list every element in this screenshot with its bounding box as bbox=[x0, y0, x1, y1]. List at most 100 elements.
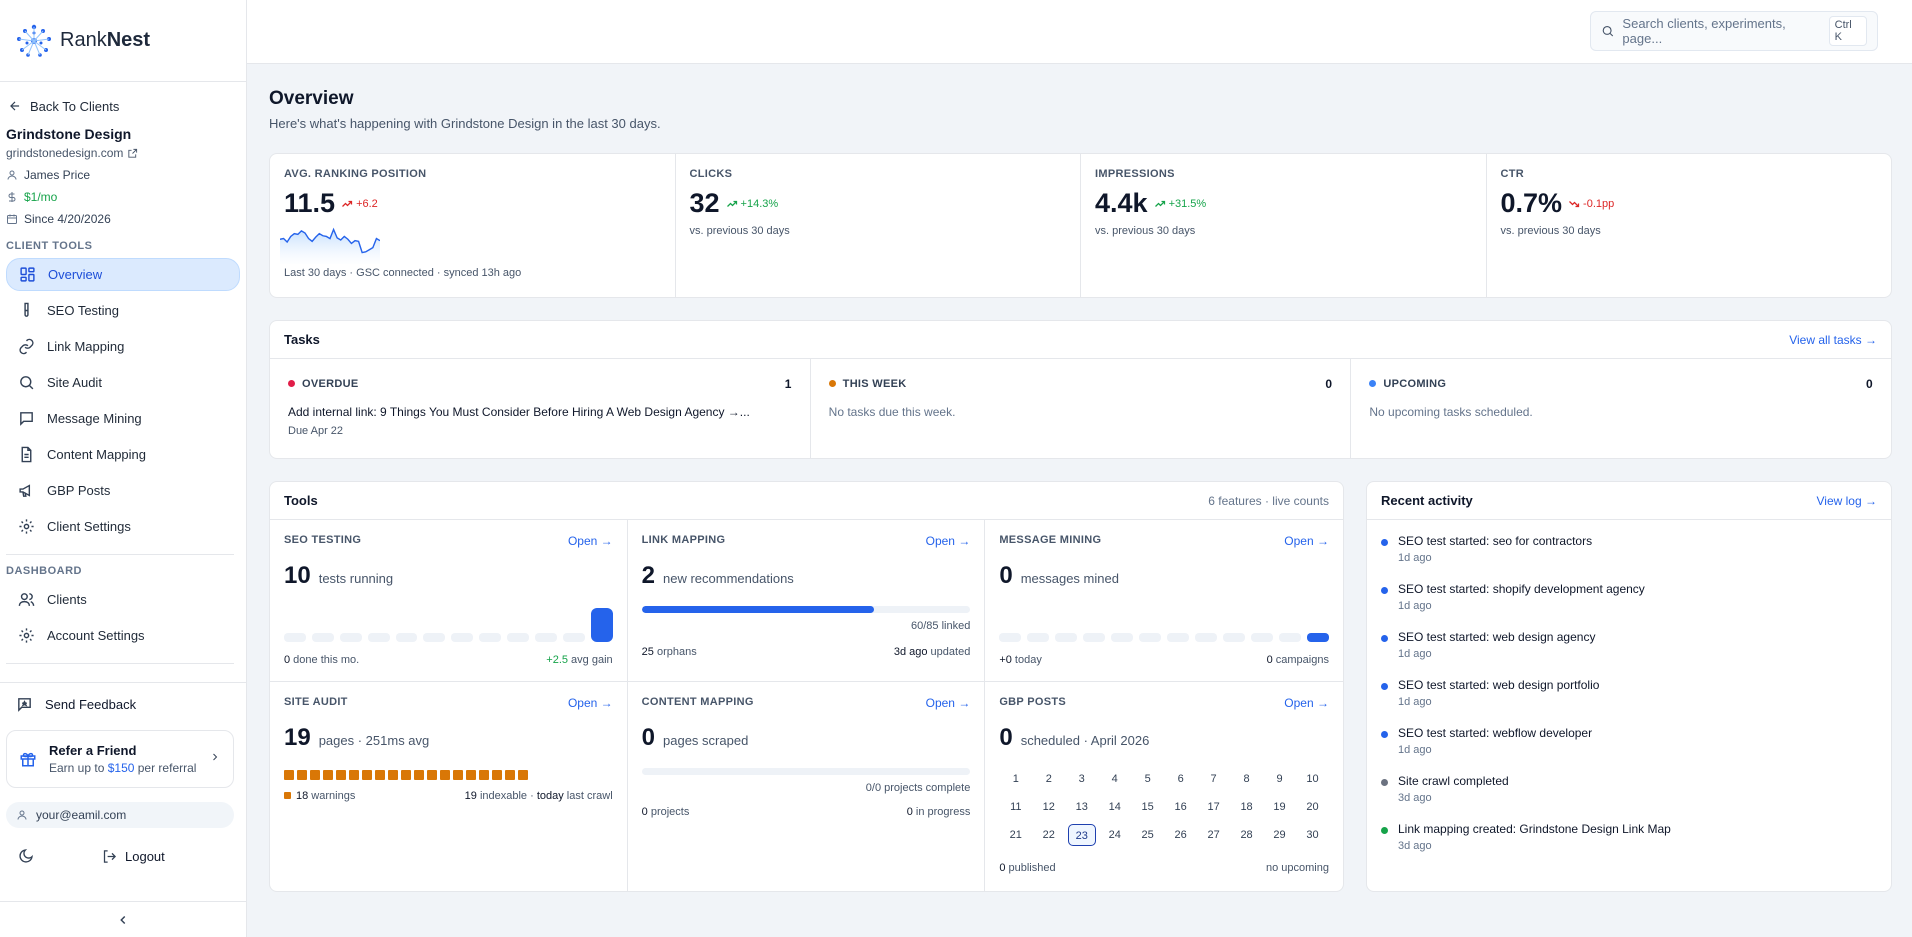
calendar-day[interactable]: 19 bbox=[1273, 801, 1286, 813]
tool-value: 0 bbox=[999, 724, 1013, 751]
nav-overview[interactable]: Overview bbox=[6, 258, 240, 291]
column-count: 0 bbox=[1325, 377, 1333, 391]
calendar-day[interactable]: 23 bbox=[1067, 824, 1096, 846]
activity-item[interactable]: SEO test started: webflow developer 1d ag… bbox=[1381, 726, 1877, 756]
calendar-day[interactable]: 12 bbox=[1042, 801, 1055, 813]
client-name: Grindstone Design bbox=[6, 126, 132, 142]
nav-label: Overview bbox=[48, 267, 103, 282]
page-square bbox=[427, 770, 437, 780]
activity-item[interactable]: SEO test started: web design portfolio 1d… bbox=[1381, 678, 1877, 708]
calendar-day[interactable]: 17 bbox=[1207, 801, 1220, 813]
open-gbp-posts-link[interactable]: Open → bbox=[1284, 696, 1329, 710]
calendar-day[interactable]: 16 bbox=[1174, 801, 1187, 813]
metric-footnote: vs. previous 30 days bbox=[1095, 225, 1196, 237]
calendar-day[interactable]: 15 bbox=[1141, 801, 1154, 813]
calendar-day[interactable]: 25 bbox=[1141, 829, 1154, 841]
view-all-tasks-link[interactable]: View all tasks → bbox=[1789, 332, 1877, 347]
calendar-day[interactable]: 6 bbox=[1177, 773, 1184, 785]
activity-dot bbox=[1381, 587, 1388, 594]
back-to-clients-link[interactable]: Back To Clients bbox=[0, 82, 246, 120]
tool-label: MESSAGE MINING bbox=[999, 534, 1102, 546]
search-input[interactable]: Search clients, experiments, page... Ctr… bbox=[1590, 11, 1878, 51]
open-message-mining-link[interactable]: Open → bbox=[1284, 534, 1329, 548]
activity-item[interactable]: Link mapping created: Grindstone Design … bbox=[1381, 822, 1877, 852]
activity-item[interactable]: SEO test started: web design agency 1d ag… bbox=[1381, 630, 1877, 660]
dollar-icon bbox=[8, 192, 16, 202]
collapse-sidebar-button[interactable] bbox=[0, 901, 246, 937]
logout-button[interactable]: Logout bbox=[102, 849, 165, 864]
calendar-day[interactable]: 2 bbox=[1045, 773, 1052, 785]
open-site-audit-link[interactable]: Open → bbox=[567, 696, 613, 710]
send-feedback-button[interactable]: Send Feedback bbox=[0, 682, 246, 726]
activity-time: 1d ago bbox=[1398, 648, 1432, 660]
activity-title-text: Site crawl completed bbox=[1398, 774, 1509, 788]
page-square bbox=[284, 770, 294, 780]
calendar-day[interactable]: 30 bbox=[1306, 829, 1319, 841]
calendar-day[interactable]: 8 bbox=[1243, 773, 1250, 785]
metric-label: CLICKS bbox=[689, 168, 733, 180]
activity-item[interactable]: SEO test started: seo for contractors 1d … bbox=[1381, 534, 1877, 564]
calendar-day[interactable]: 28 bbox=[1240, 829, 1253, 841]
client-since: Since 4/20/2026 bbox=[6, 212, 240, 226]
page-title: Overview bbox=[269, 88, 354, 109]
activity-item[interactable]: SEO test started: shopify development ag… bbox=[1381, 582, 1877, 612]
nav-account-settings[interactable]: Account Settings bbox=[6, 619, 240, 652]
nav-site-audit[interactable]: Site Audit bbox=[6, 366, 240, 399]
calendar-day[interactable]: 14 bbox=[1108, 801, 1121, 813]
activity-bar bbox=[284, 633, 306, 642]
moon-icon[interactable] bbox=[18, 848, 34, 864]
client-url-link[interactable]: grindstonedesign.com bbox=[6, 146, 240, 160]
nav-label: GBP Posts bbox=[47, 483, 111, 498]
client-url-text: grindstonedesign.com bbox=[6, 146, 124, 160]
calendar-day[interactable]: 11 bbox=[1010, 801, 1022, 813]
calendar-day[interactable]: 27 bbox=[1207, 829, 1220, 841]
calendar-day[interactable]: 22 bbox=[1042, 829, 1055, 841]
calendar-day[interactable]: 1 bbox=[1012, 773, 1019, 785]
calendar-day[interactable]: 10 bbox=[1306, 773, 1319, 785]
calendar-day[interactable]: 3 bbox=[1078, 773, 1085, 785]
gift-icon bbox=[20, 752, 36, 767]
refer-friend-card[interactable]: Refer a Friend Earn up to $150 per refer… bbox=[6, 730, 234, 788]
test-tube-icon bbox=[24, 302, 29, 317]
page-square bbox=[336, 770, 346, 780]
task-item[interactable]: Add internal link: 9 Things You Must Con… bbox=[288, 405, 750, 419]
tool-value: 2 bbox=[641, 562, 656, 589]
account-actions: Logout bbox=[0, 838, 246, 874]
open-seo-testing-link[interactable]: Open → bbox=[567, 534, 613, 548]
nav-message-mining[interactable]: Message Mining bbox=[6, 402, 240, 435]
tool-site-audit: SITE AUDIT Open → 19 pages · 251ms avg 18 … bbox=[270, 682, 628, 892]
page-subtitle: Here's what's happening with Grindstone … bbox=[269, 116, 661, 131]
open-content-mapping-link[interactable]: Open → bbox=[925, 696, 971, 710]
calendar-day[interactable]: 9 bbox=[1276, 773, 1283, 785]
tool-footer: +0 today 0 campaigns bbox=[999, 654, 1329, 666]
calendar-day[interactable]: 29 bbox=[1273, 829, 1286, 841]
nav-gbp-posts[interactable]: GBP Posts bbox=[6, 474, 240, 507]
calendar-day[interactable]: 5 bbox=[1144, 773, 1151, 785]
nav-client-settings[interactable]: Client Settings bbox=[6, 510, 240, 543]
activity-time: 1d ago bbox=[1398, 696, 1432, 708]
metric-value: 4.4k bbox=[1095, 188, 1148, 218]
email-text: your@eamil.com bbox=[36, 808, 127, 822]
nav-clients[interactable]: Clients bbox=[6, 583, 240, 616]
calendar-day[interactable]: 4 bbox=[1111, 773, 1118, 785]
logo[interactable]: RankNest bbox=[0, 0, 246, 82]
open-link-mapping-link[interactable]: Open → bbox=[925, 534, 971, 548]
calendar-day[interactable]: 20 bbox=[1306, 801, 1319, 813]
nav-content-mapping[interactable]: Content Mapping bbox=[6, 438, 240, 471]
activity-item[interactable]: Site crawl completed 3d ago bbox=[1381, 774, 1877, 804]
calendar-day[interactable]: 18 bbox=[1240, 801, 1253, 813]
nav-seo-testing[interactable]: SEO Testing bbox=[6, 294, 240, 327]
metric-value: 11.5 bbox=[284, 188, 336, 218]
network-logo-icon bbox=[17, 24, 51, 57]
calendar-day[interactable]: 24 bbox=[1108, 829, 1121, 841]
empty-message: No tasks due this week. bbox=[828, 405, 956, 419]
calendar-day[interactable]: 7 bbox=[1210, 773, 1217, 785]
view-log-link[interactable]: View log → bbox=[1816, 493, 1877, 508]
tool-label: SITE AUDIT bbox=[284, 696, 348, 708]
calendar-day[interactable]: 26 bbox=[1174, 829, 1187, 841]
nav-link-mapping[interactable]: Link Mapping bbox=[6, 330, 240, 363]
calendar-day[interactable]: 21 bbox=[1009, 829, 1022, 841]
calendar-day[interactable]: 13 bbox=[1075, 801, 1088, 813]
tool-gbp-posts: GBP POSTS Open → 0 scheduled · April 2026 … bbox=[985, 682, 1343, 892]
sidebar: RankNest Back To Clients Grindstone Desi… bbox=[0, 0, 247, 937]
